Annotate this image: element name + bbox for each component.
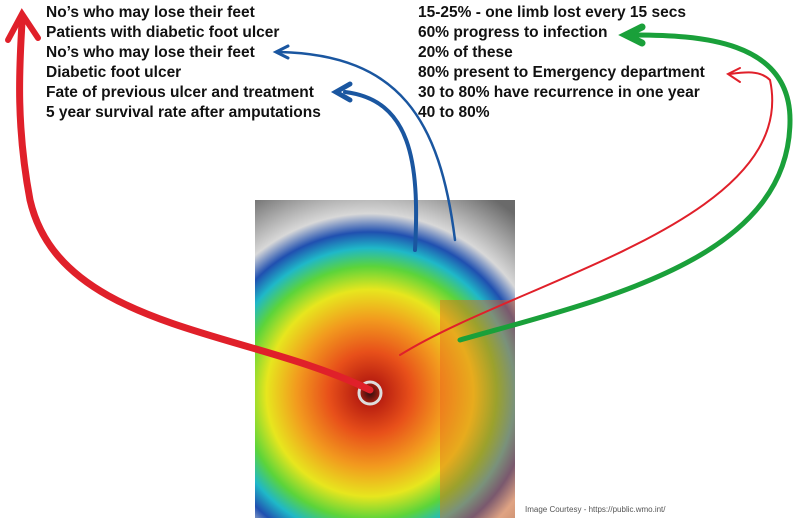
- right-label: 80% present to Emergency department: [418, 64, 705, 81]
- arrows: [5, 8, 793, 394]
- left-label: No’s who may lose their feet: [46, 4, 255, 21]
- right-labels: 15-25% - one limb lost every 15 secs 60% …: [418, 4, 705, 121]
- right-label: 20% of these: [418, 44, 513, 61]
- left-label: No’s who may lose their feet: [46, 44, 255, 61]
- credit: Image Courtesy - https://public.wmo.int/: [525, 505, 666, 514]
- right-label: 15-25% - one limb lost every 15 secs: [418, 4, 686, 21]
- right-label: 60% progress to infection: [418, 24, 607, 41]
- left-label: 5 year survival rate after amputations: [46, 104, 321, 121]
- right-label: 30 to 80% have recurrence in one year: [418, 84, 700, 101]
- right-label: 40 to 80%: [418, 104, 490, 121]
- left-label: Diabetic foot ulcer: [46, 64, 181, 81]
- left-labels: No’s who may lose their feet Patients wit…: [46, 4, 321, 121]
- left-label: Patients with diabetic foot ulcer: [46, 24, 279, 41]
- left-label: Fate of previous ulcer and treatment: [46, 84, 314, 101]
